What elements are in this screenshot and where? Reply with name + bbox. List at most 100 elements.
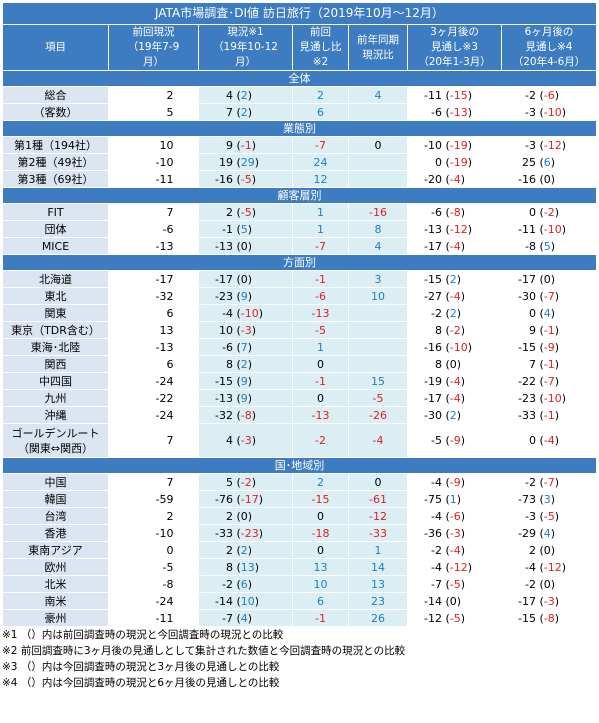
value: -17 — [518, 272, 536, 286]
diff-value: -8 — [449, 205, 461, 219]
forecast-3m: -2 (2) — [407, 304, 502, 322]
value: -14 — [424, 594, 442, 608]
value: -3 — [525, 105, 536, 119]
yoy-diff: -12 — [348, 507, 408, 525]
value: -6 — [222, 340, 233, 354]
diff-value: 2 — [240, 105, 248, 119]
diff-value: -12 — [449, 222, 468, 236]
diff-value: -3 — [449, 526, 461, 540]
data-row: 関西 6 8 (2) 0 8 (0) 7 (-1) — [2, 355, 597, 373]
value: -4 — [431, 509, 442, 523]
value: -6 — [431, 105, 442, 119]
value: 1 — [374, 543, 382, 557]
forecast-3m: -5 (-9) — [407, 423, 502, 458]
value: -36 — [424, 526, 442, 540]
value: -17 — [424, 239, 442, 253]
value: 13 — [159, 323, 174, 337]
row-label: 第1種（194社） — [2, 136, 109, 154]
value: -6 — [162, 222, 174, 236]
current-status: 2 (-5) — [198, 203, 293, 221]
diff-value: -5 — [449, 577, 461, 591]
forecast-diff: -6 — [292, 287, 349, 305]
prev-status: -6 — [108, 220, 199, 238]
data-row: 沖縄 -24 -32 (-8) -13 -26 -30 (2) -33 (-1) — [2, 406, 597, 424]
current-status: 2 (0) — [198, 507, 293, 525]
forecast-6m: -15 (-9) — [501, 338, 597, 356]
diff-value: 0 — [543, 577, 551, 591]
diff-value: 6 — [240, 577, 248, 591]
row-label: 沖縄 — [2, 406, 109, 424]
diff-value: 4 — [543, 526, 551, 540]
value: -19 — [424, 374, 442, 388]
value: 5 — [226, 475, 233, 489]
forecast-6m: -2 (0) — [501, 575, 597, 593]
footnote: ※2 前回調査時に3ヶ月後の見通しとして集計された数値と今回調査時の現況との比較 — [2, 645, 406, 657]
value: -1 — [315, 272, 326, 286]
value: -2 — [525, 475, 536, 489]
value: 13 — [313, 560, 328, 574]
prev-status: 6 — [108, 304, 199, 322]
forecast-6m: -29 (4) — [501, 524, 597, 542]
current-status: -76 (-17) — [198, 490, 293, 508]
forecast-6m: -3 (-12) — [501, 136, 597, 154]
data-row: 東海･北陸 -13 -6 (7) 1 -16 (-10) -15 (-9) — [2, 338, 597, 356]
forecast-6m: -73 (3) — [501, 490, 597, 508]
forecast-3m: 8 (-2) — [407, 321, 502, 339]
diff-value: -23 — [240, 526, 259, 540]
data-row: 欧州 -5 8 (13) 13 14 -4 (-12) -4 (-12) — [2, 558, 597, 576]
value: -7 — [315, 239, 326, 253]
value: -22 — [155, 391, 174, 405]
diff-value: -1 — [543, 408, 555, 422]
forecast-6m: -11 (-10) — [501, 220, 597, 238]
column-header: 前回 見通し比 ※2 — [292, 24, 349, 71]
forecast-3m: -17 (-4) — [407, 389, 502, 407]
value: -2 — [431, 306, 442, 320]
section-row: 業態別 — [2, 120, 597, 137]
value: -27 — [424, 289, 442, 303]
current-status: 19 (29) — [198, 153, 293, 171]
yoy-diff: 1 — [348, 541, 408, 559]
value: 0 — [529, 306, 536, 320]
table-title: JATA市場調査･DI値 訪日旅行（2019年10月～12月） — [2, 2, 597, 25]
yoy-diff: -16 — [348, 203, 408, 221]
yoy-diff: 14 — [348, 558, 408, 576]
forecast-6m: -3 (-10) — [501, 103, 597, 121]
value: 4 — [226, 88, 233, 102]
footnotes: ※1 （）内は前回調査時の現況と今回調査時の現況との比較 ※2 前回調査時に3ヶ月… — [2, 627, 596, 691]
data-row: 南米 -24 -14 (10) 6 23 -14 (0) -17 (-3) — [2, 592, 597, 610]
row-label: 南米 — [2, 592, 109, 610]
value: -73 — [518, 492, 536, 506]
value: 2 — [226, 205, 233, 219]
current-status: -1 (5) — [198, 220, 293, 238]
forecast-6m: 2 (0) — [501, 541, 597, 559]
yoy-diff: 3 — [348, 270, 408, 288]
column-header: 前回現況 （19年7-9 月） — [108, 24, 199, 71]
forecast-6m: 25 (6) — [501, 153, 597, 171]
value: 2 — [317, 475, 324, 489]
forecast-6m: -15 (-8) — [501, 609, 597, 627]
current-status: -32 (-8) — [198, 406, 293, 424]
forecast-diff: 0 — [292, 389, 349, 407]
diff-value: -10 — [543, 105, 562, 119]
forecast-6m: 7 (-1) — [501, 355, 597, 373]
data-row: 中国 7 5 (-2) 2 0 -4 (-9) -2 (-7) — [2, 473, 597, 491]
prev-status: -17 — [108, 270, 199, 288]
diff-value: 4 — [543, 306, 551, 320]
diff-value: 5 — [543, 239, 551, 253]
data-row: 団体 -6 -1 (5) 1 8 -13 (-12) -11 (-10) — [2, 220, 597, 238]
prev-status: 10 — [108, 136, 199, 154]
diff-value: -1 — [543, 323, 555, 337]
prev-status: -10 — [108, 153, 199, 171]
forecast-diff: 12 — [292, 170, 349, 188]
diff-value: -9 — [543, 340, 555, 354]
data-row: 豪州 -11 -7 (4) -1 26 -12 (-5) -15 (-8) — [2, 609, 597, 627]
data-row: 北海道 -17 -17 (0) -1 3 -15 (2) -17 (0) — [2, 270, 597, 288]
diff-value: 5 — [240, 222, 248, 236]
row-label: 北米 — [2, 575, 109, 593]
data-row: 台湾 2 2 (0) 0 -12 -4 (-6) -3 (-5) — [2, 507, 597, 525]
value: 14 — [371, 560, 385, 574]
value: -32 — [155, 289, 174, 303]
forecast-3m: -15 (2) — [407, 270, 502, 288]
value: 2 — [317, 88, 324, 102]
value: 7 — [166, 475, 174, 489]
